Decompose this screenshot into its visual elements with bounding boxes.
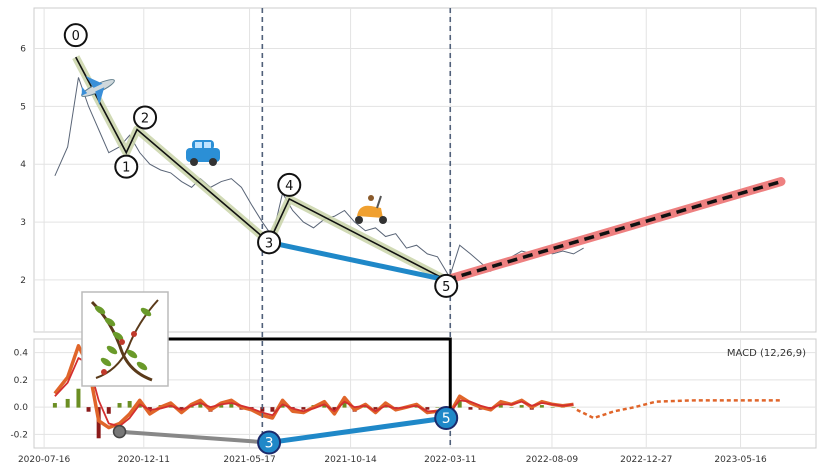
wave-label: 1 (122, 161, 130, 176)
macd-histogram-bar (52, 403, 57, 408)
plant-berry (119, 339, 125, 345)
macd-histogram-bar (117, 403, 122, 408)
macd-y-tick-label: 0.2 (14, 376, 28, 386)
scooter-handle (376, 195, 382, 209)
x-tick-label: 2021-05-17 (223, 455, 275, 465)
scooter-wheel (355, 216, 363, 224)
macd-histogram-bar (260, 407, 265, 412)
plant-leaf (140, 307, 152, 317)
macd-histogram-bar (301, 407, 306, 410)
macd-wave-label-circle (257, 430, 282, 455)
macd-gray-dot (112, 424, 127, 439)
wave-label-circle (133, 105, 158, 130)
wave-connector-line (268, 239, 447, 283)
wave-label: 4 (285, 179, 293, 194)
macd-projection-line (576, 399, 781, 420)
plant-thumbnail (81, 291, 169, 387)
macd-histogram-bar (86, 407, 91, 412)
macd-histogram-bar (198, 403, 203, 408)
plant-berry (131, 331, 137, 337)
wave-label-circle (114, 154, 139, 179)
wave-label-circle (277, 172, 302, 197)
price-y-tick-label: 5 (20, 102, 26, 112)
macd-histogram-bar (229, 403, 234, 408)
wave-label: 0 (72, 29, 80, 44)
scooter-wheel (379, 216, 387, 224)
wave-label-circle (257, 230, 282, 255)
plant-leaf (136, 361, 148, 371)
scooter-body (357, 205, 383, 218)
macd-histogram-bar (270, 407, 275, 412)
plant-stem (90, 300, 153, 382)
macd-histogram-bar (457, 400, 462, 408)
x-tick-label: 2020-07-16 (18, 455, 71, 465)
airplane-tail (81, 86, 88, 96)
macd-histogram-bar (550, 407, 555, 408)
macd-histogram-bar (127, 400, 132, 408)
car-window (195, 142, 202, 148)
macd-y-tick-label: -0.2 (10, 430, 28, 440)
plant-leaf (104, 317, 116, 327)
elbow-connector (120, 337, 452, 409)
plant-leaf (106, 345, 118, 355)
x-tick-label: 2021-10-14 (324, 455, 377, 465)
macd-histogram-bar (509, 407, 514, 408)
airplane-icon (81, 76, 115, 106)
macd-histogram-bar (106, 407, 111, 414)
car-wheel (190, 158, 198, 166)
macd-y-tick-label: 0.0 (14, 403, 29, 413)
macd-title: MACD (12,26,9) (727, 348, 806, 359)
macd-histogram-bar (571, 407, 576, 408)
x-tick-label: 2022-12-27 (620, 455, 672, 465)
plant-berry (101, 369, 107, 375)
macd-line (53, 344, 574, 430)
macd-wave-label: 5 (442, 411, 451, 427)
macd-histogram-bar (435, 407, 440, 408)
x-tick-label: 2022-03-11 (424, 455, 476, 465)
projection-dashed-line (445, 179, 782, 282)
wave-line (75, 56, 447, 281)
macd-histogram-bar (219, 405, 224, 408)
wave-label: 3 (265, 236, 273, 251)
macd-blue-connector (268, 415, 447, 446)
wave-label-circle (434, 273, 459, 298)
airplane-wing (95, 87, 105, 106)
macd-y-tick-label: 0.4 (14, 349, 29, 359)
macd-gray-connector (119, 429, 270, 445)
plant-leaf (112, 331, 124, 341)
macd-wave-label-circle (434, 406, 459, 431)
price-y-tick-label: 2 (20, 276, 26, 286)
macd-histogram-bar (519, 405, 524, 408)
plant-leaf (94, 305, 106, 315)
plant-leaf (100, 357, 112, 367)
macd-histogram-bar (539, 405, 544, 408)
macd-histogram-bar (76, 388, 81, 408)
wave-label-circle (63, 23, 88, 48)
macd-histogram-bar (332, 407, 337, 412)
x-tick-label: 2023-05-16 (714, 455, 767, 465)
x-tick-label: 2020-12-11 (118, 455, 170, 465)
macd-histogram-bar (468, 407, 473, 410)
signal-line (54, 357, 574, 428)
wave-label: 2 (141, 112, 149, 127)
macd-wave-label: 3 (265, 436, 274, 452)
wave-label: 5 (442, 280, 450, 295)
macd-histogram-bar (425, 407, 430, 410)
plant-leaf (126, 349, 138, 359)
macd-histogram-bar (373, 407, 378, 410)
price-panel-frame (33, 7, 817, 333)
car-icon (186, 140, 220, 166)
scooter-icon (355, 195, 387, 224)
scooter-rider-head (368, 195, 374, 201)
macd-histogram-bar (342, 400, 347, 408)
macd-histogram-bar (65, 398, 70, 408)
car-wheel (209, 158, 217, 166)
price-y-tick-label: 4 (20, 160, 26, 170)
x-tick-label: 2022-08-09 (526, 455, 579, 465)
price-y-tick-label: 6 (20, 45, 26, 55)
airplane-wing (85, 76, 103, 88)
car-window (204, 142, 211, 148)
price-y-tick-label: 3 (20, 218, 26, 228)
